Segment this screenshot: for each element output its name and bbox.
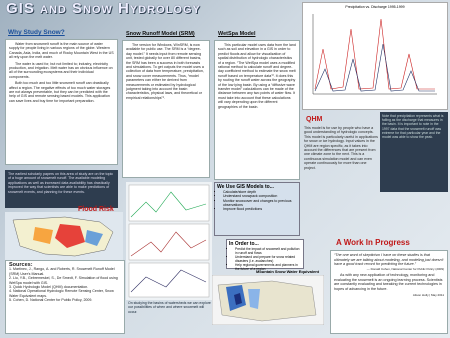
order-box: In Order to... Predict the impact of sno… — [226, 239, 304, 271]
wip-box: “The one word of skepticism I have on th… — [330, 250, 448, 334]
chart-sketch — [312, 14, 437, 95]
dark-box: The earliest scholarly papers on this ar… — [5, 170, 118, 208]
quote-source: — Donald Cohen, National Center for Publ… — [366, 266, 444, 271]
sources-box: Sources: 1. Martinec, J., Rango, A. and … — [5, 260, 125, 334]
heading: Why Study Snow? — [8, 29, 65, 36]
heading: A Work In Progress — [336, 238, 410, 247]
item: Understand snowpack composition — [223, 194, 297, 198]
heading: Snow Runoff Model (SRM) — [126, 31, 195, 37]
heading: Sources: — [9, 262, 33, 268]
heading: In Order to... — [229, 241, 259, 247]
source: 1. Martinec, J., Rango, A. and Roberts, … — [9, 267, 115, 276]
flood-label: Flood Risk — [78, 206, 114, 213]
chart-title: Precipitation vs. Discharge 1995-1999 — [345, 5, 405, 9]
source: 2. Liu, Y.B., Gebremeskel, S., De Smedt,… — [9, 276, 118, 285]
heading: WetSpa Model — [218, 31, 256, 37]
heading: QHM — [306, 116, 323, 123]
note-box: Note that precipitation represents what … — [380, 112, 448, 192]
basins-caption: On studying the basins of watersheds we … — [128, 301, 211, 314]
paragraph: As with any new application of technolog… — [334, 273, 443, 291]
credit: Alison Holly | May 2011 — [412, 293, 444, 297]
item: Monitor snowcover and changes to previou… — [223, 199, 297, 207]
item: Help regional governments and planners i… — [235, 263, 301, 271]
source: 3. Quick Hydrologic Model (QHM) document… — [9, 285, 89, 290]
source: 4. National Operational Hydrologic Remot… — [9, 289, 114, 298]
item: Predict the impact of snowmelt and pollu… — [235, 247, 301, 255]
item: Understand and prepare for snow related … — [235, 255, 301, 263]
item: Calculate/store depth — [223, 190, 297, 194]
paragraph: This particular model uses data from the… — [218, 43, 296, 109]
qhm-text: This model is for use by people who have… — [304, 126, 378, 170]
chart-image: Precipitation vs. Discharge 1995-1999 — [302, 2, 448, 110]
paragraph: The water is used for, but not limited t… — [9, 61, 113, 79]
swe-title: Mountain Snow Water Equivalent — [256, 269, 319, 274]
basin-graphs — [126, 182, 212, 300]
item: Improve flood predictions — [223, 207, 297, 211]
srm-box: The version for Windows, WinSRM, is now … — [122, 40, 210, 178]
source: 5. Cohen, D. National Center for Public … — [9, 298, 93, 303]
gis-box: We Use GIS Models to... Calculate/store … — [214, 182, 300, 236]
paragraph: Both too much and too little snowmelt ru… — [9, 81, 111, 103]
title: GIS and Snow Hydrology — [6, 0, 201, 17]
wetspa-box: This particular model uses data from the… — [214, 40, 300, 180]
flood-map — [5, 212, 123, 260]
heading: We Use GIS Models to... — [217, 184, 274, 190]
paragraph: Water from snowmelt runoff is the main s… — [9, 42, 114, 60]
why-box: Water from snowmelt runoff is the main s… — [5, 39, 118, 165]
paragraph: The version for Windows, WinSRM, is now … — [126, 43, 204, 100]
swe-map — [212, 275, 324, 325]
quote: “The one word of skepticism I have on th… — [334, 253, 444, 266]
